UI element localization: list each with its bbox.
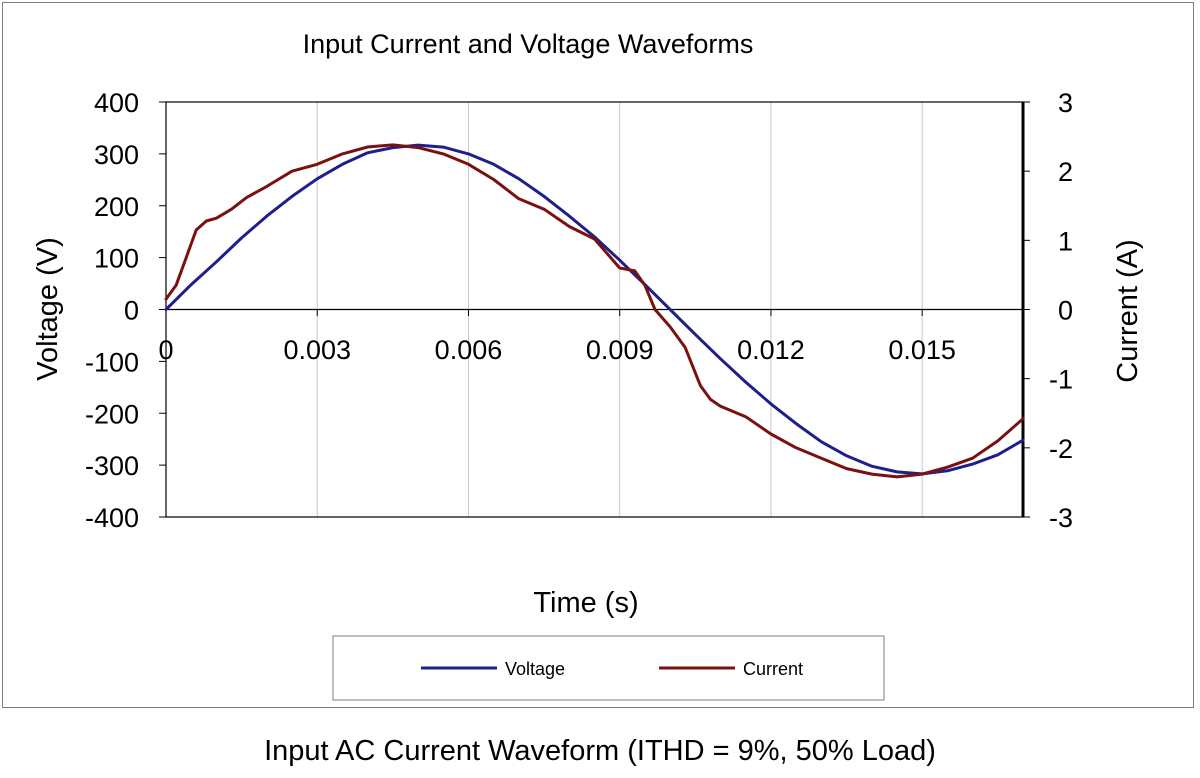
x-tick-label: 0.015: [888, 335, 956, 365]
series-layer: [164, 143, 1025, 479]
y2-tick-label: -1: [1049, 365, 1073, 395]
y-tick-label: -100: [85, 347, 139, 377]
y2-tick-label: -2: [1049, 434, 1073, 464]
x-tick-label: 0.006: [435, 335, 503, 365]
y2-axis-title: Current (A): [1112, 239, 1144, 382]
x-tick-label: 0.003: [283, 335, 351, 365]
figure-caption: Input AC Current Waveform (ITHD = 9%, 50…: [264, 735, 936, 767]
y2-tick-label: 2: [1058, 157, 1073, 187]
y-tick-label: 100: [94, 244, 139, 274]
chart-svg: 0 0.003 0.006 0.009 0.012 0.0154003002001000-…: [32, 29, 1144, 701]
y2-tick-label: -3: [1049, 503, 1073, 533]
ticks-layer: 0 0.003 0.006 0.009 0.012 0.0154003002001000-…: [85, 88, 1073, 533]
legend-label-current: Current: [743, 659, 803, 679]
x-tick-label: 0.009: [586, 335, 654, 365]
y-axis-title: Voltage (V): [32, 237, 64, 380]
x-axis-title: Time (s): [533, 587, 638, 619]
y2-tick-label: 1: [1058, 226, 1073, 256]
y-tick-label: 0: [124, 296, 139, 326]
chart-frame: [2, 2, 1194, 708]
legend-label-voltage: Voltage: [505, 659, 565, 679]
y-tick-label: -300: [85, 451, 139, 481]
y2-tick-label: 3: [1058, 88, 1073, 118]
y-tick-label: -200: [85, 399, 139, 429]
y2-tick-label: 0: [1058, 296, 1073, 326]
series-line-current: [164, 143, 1025, 479]
y-tick-label: 400: [94, 88, 139, 118]
x-tick-label: 0.012: [737, 335, 805, 365]
legend: Voltage Current: [332, 635, 885, 701]
series-line-voltage: [164, 143, 1025, 476]
chart-title: Input Current and Voltage Waveforms: [303, 29, 754, 59]
x-tick-label: 0: [158, 335, 173, 365]
y-tick-label: -400: [85, 503, 139, 533]
y-tick-label: 200: [94, 192, 139, 222]
y-tick-label: 300: [94, 140, 139, 170]
